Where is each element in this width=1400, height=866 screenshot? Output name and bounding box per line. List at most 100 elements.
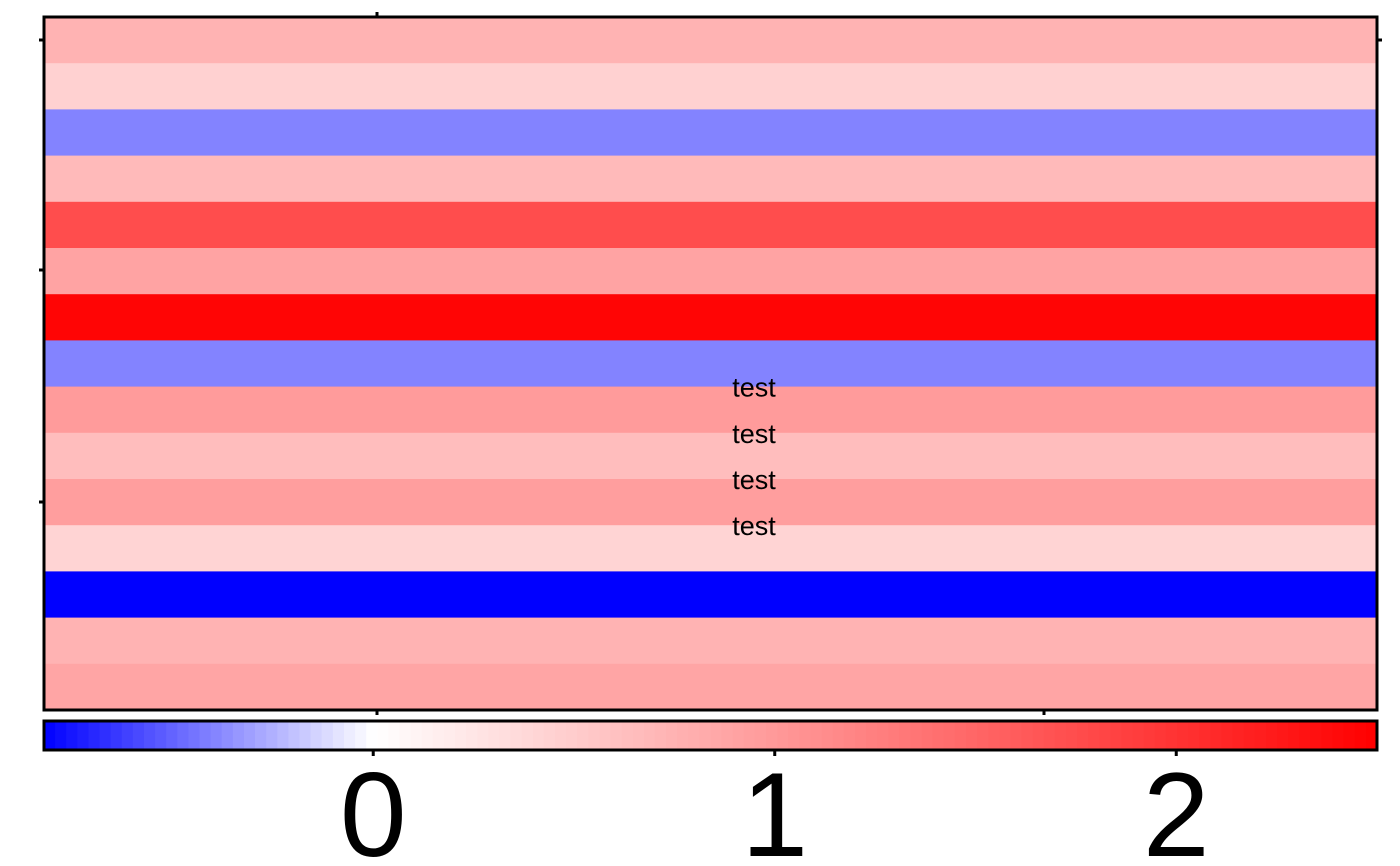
colorbar-segment xyxy=(1099,721,1111,750)
colorbar-segment xyxy=(377,721,389,750)
colorbar-segment xyxy=(343,721,356,750)
colorbar-segment xyxy=(1310,721,1323,750)
colorbar-segment xyxy=(910,721,923,750)
cell-label: test xyxy=(732,465,776,495)
colorbar-segment xyxy=(754,721,767,750)
colorbar-segment xyxy=(943,721,956,750)
colorbar-segment xyxy=(1343,721,1356,750)
colorbar-segment xyxy=(1288,721,1300,750)
colorbar-segment xyxy=(132,721,145,750)
colorbar-segment xyxy=(166,721,178,750)
colorbar-segment xyxy=(599,721,612,750)
colorbar-segment xyxy=(1254,721,1267,750)
colorbar-segment xyxy=(777,721,789,750)
heatmap-row xyxy=(44,17,1377,64)
colorbar-segment xyxy=(977,721,989,750)
colorbar-segment xyxy=(566,721,578,750)
colorbar-segment xyxy=(699,721,712,750)
heatmap-row xyxy=(44,663,1377,711)
colorbar-segment xyxy=(199,721,212,750)
colorbar-segment xyxy=(1021,721,1034,750)
plot-frame xyxy=(42,15,1379,712)
colorbar-segment xyxy=(1088,721,1100,750)
colorbar-segment xyxy=(421,721,434,750)
colorbar-segment xyxy=(899,721,912,750)
colorbar-segment xyxy=(866,721,878,750)
colorbar-segment xyxy=(788,721,800,750)
colorbar-segment xyxy=(1165,721,1178,750)
colorbar-segment xyxy=(610,721,623,750)
colorbar-segment xyxy=(155,721,167,750)
colorbar-segment xyxy=(654,721,667,750)
colorbar-segment xyxy=(1199,721,1211,750)
colorbar-segment xyxy=(632,721,645,750)
colorbar-segment xyxy=(854,721,867,750)
colorbar-segment xyxy=(466,721,478,750)
cell-label: test xyxy=(732,373,776,403)
colorbar-segment xyxy=(1188,721,1200,750)
colorbar-segment xyxy=(455,721,467,750)
colorbar-segment xyxy=(743,721,756,750)
colorbar-segment xyxy=(1243,721,1256,750)
colorbar-segment xyxy=(1210,721,1223,750)
colorbar-segment xyxy=(588,721,601,750)
heatmap-row xyxy=(44,155,1377,203)
colorbar-segment xyxy=(410,721,423,750)
colorbar-segment xyxy=(710,721,723,750)
colorbar-segment xyxy=(499,721,512,750)
colorbar-segment xyxy=(766,721,778,750)
heatmap-row xyxy=(44,63,1377,110)
colorbar-segment xyxy=(88,721,101,750)
colorbar-segment xyxy=(521,721,534,750)
heatmap-row xyxy=(44,525,1377,572)
colorbar-segment xyxy=(299,721,312,750)
colorbar-segment xyxy=(388,721,401,750)
colorbar-segment xyxy=(55,721,67,750)
colorbar-segment xyxy=(954,721,967,750)
colorbar-segment xyxy=(121,721,134,750)
colorbar-segment xyxy=(488,721,501,750)
colorbar-segment xyxy=(266,721,278,750)
colorbar-segment xyxy=(988,721,1000,750)
colorbar-segment xyxy=(432,721,445,750)
colorbar-segment xyxy=(277,721,289,750)
colorbar-segment xyxy=(843,721,856,750)
colorbar-segment xyxy=(577,721,589,750)
heatmap-row xyxy=(44,432,1377,480)
colorbar-segment xyxy=(810,721,823,750)
colorbar-segment xyxy=(1110,721,1123,750)
colorbar-segment xyxy=(666,721,678,750)
heatmap-row xyxy=(44,294,1377,341)
colorbar-segment xyxy=(721,721,734,750)
colorbar-segment xyxy=(621,721,634,750)
heatmap-row xyxy=(44,386,1377,434)
colorbar-tick-label: 0 xyxy=(340,748,407,866)
colorbar-segment xyxy=(1065,721,1078,750)
colorbar-segment xyxy=(999,721,1012,750)
colorbar-segment xyxy=(1232,721,1245,750)
heatmap-row xyxy=(44,248,1377,295)
colorbar xyxy=(42,719,1379,752)
colorbar-segment xyxy=(77,721,90,750)
colorbar-segment xyxy=(1010,721,1023,750)
heatmap-row xyxy=(44,617,1377,665)
heatmap-cell-labels: test test test test xyxy=(732,373,776,542)
colorbar-frame xyxy=(42,719,1379,752)
colorbar-segment xyxy=(832,721,845,750)
heatmap-row xyxy=(44,479,1377,526)
colorbar-segment xyxy=(888,721,900,750)
colorbar-segment xyxy=(1132,721,1145,750)
colorbar-segment xyxy=(232,721,245,750)
heatmap-row xyxy=(44,201,1377,249)
colorbar-segment xyxy=(332,721,345,750)
colorbar-segment xyxy=(1032,721,1045,750)
colorbar-segment xyxy=(210,721,223,750)
colorbar-segment xyxy=(366,721,378,750)
colorbar-segment xyxy=(688,721,700,750)
colorbar-segment xyxy=(510,721,523,750)
colorbar-segment xyxy=(1221,721,1234,750)
colorbar-tick-label: 1 xyxy=(741,748,808,866)
colorbar-segment xyxy=(99,721,112,750)
axis-ticks xyxy=(39,12,1382,715)
